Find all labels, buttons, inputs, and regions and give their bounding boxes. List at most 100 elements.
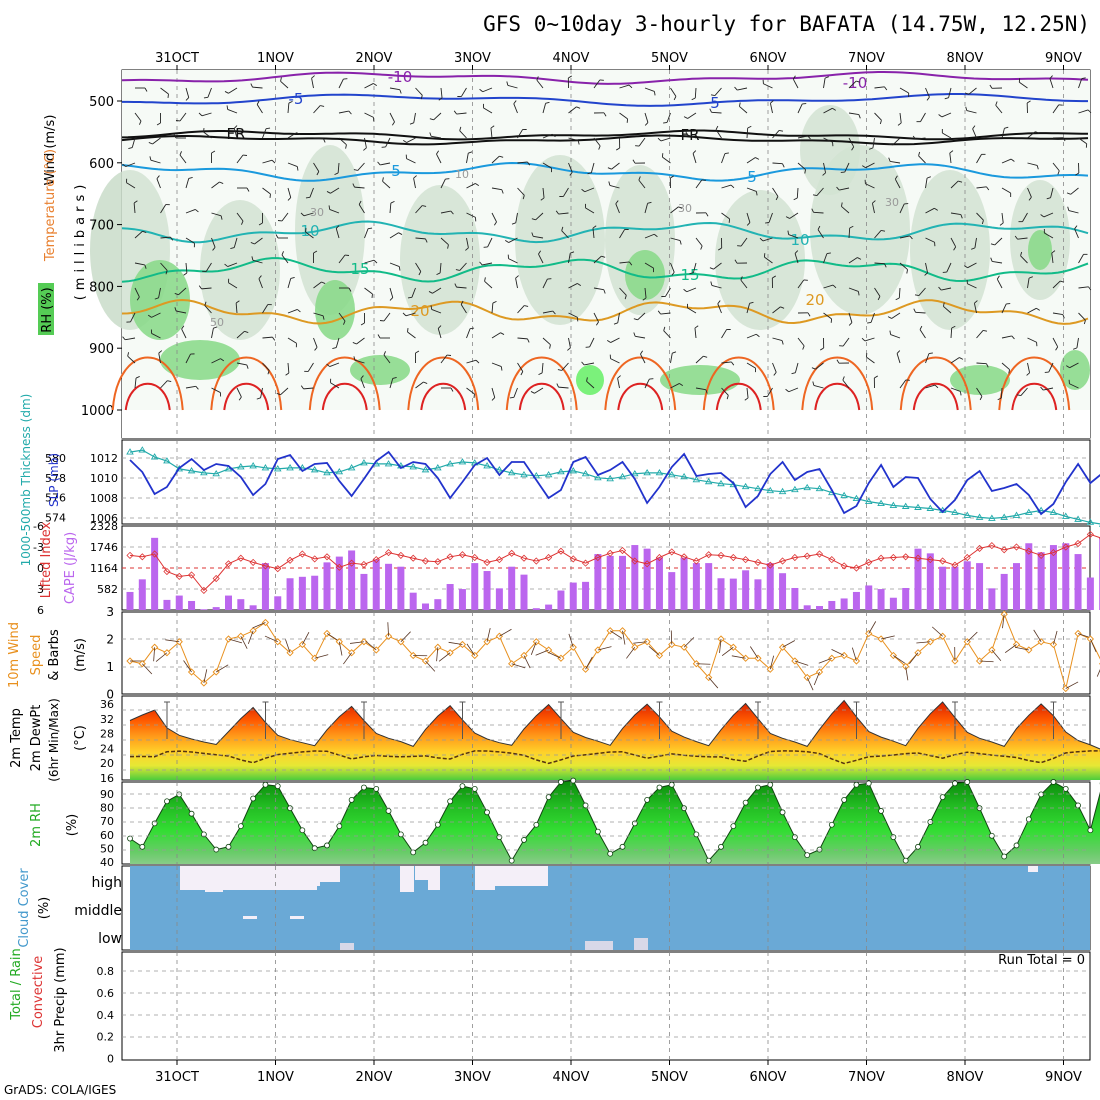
wind-barb: [721, 329, 728, 339]
lifted-index-point: [803, 552, 811, 560]
wind-barb: [484, 280, 493, 289]
wind-barb-flag: [817, 225, 821, 230]
upper-ylabel-mb: (millibars): [73, 180, 88, 301]
wind-barb-flag: [857, 291, 860, 296]
wind-barb-flag: [246, 187, 250, 192]
wind-barb-flag: [608, 181, 611, 186]
wind-barb-flag: [642, 297, 647, 301]
wind-barb-flag: [982, 330, 988, 332]
wind-barb: [644, 203, 649, 214]
wind-barb-flag: [136, 296, 140, 301]
surface-wind-barb: [548, 651, 562, 659]
wind-barb: [262, 159, 273, 164]
below-surface: [122, 410, 1090, 438]
rh-contour-label: 10: [455, 168, 469, 181]
wind-barb: [711, 111, 722, 114]
chart-title: GFS 0~10day 3-hourly for BAFATA (14.75W,…: [483, 12, 1090, 36]
wind-barb-flag: [173, 134, 177, 139]
wind-barb: [211, 358, 221, 364]
wind-barb: [764, 256, 773, 264]
rh-point: [299, 827, 306, 834]
cape-bar: [939, 566, 947, 610]
wind-barb: [364, 137, 367, 148]
wind-barb-flag: [781, 340, 784, 345]
wind-barb: [919, 329, 926, 339]
wind-barb-flag: [174, 307, 177, 312]
rh-point: [373, 785, 380, 792]
wind-barb: [593, 255, 602, 264]
wind-barb: [920, 112, 926, 122]
lifted-index-point: [865, 558, 873, 566]
surface-wind-barb: [683, 637, 695, 648]
wind-barb-flag: [280, 77, 282, 82]
wind-barb: [211, 328, 214, 339]
cape-bar: [126, 591, 134, 610]
wind-barb-flag: [717, 300, 721, 305]
wind-barb: [227, 262, 238, 268]
wind-barb: [281, 212, 289, 222]
wind-barb-flag: [1066, 192, 1071, 195]
wind-barb: [1022, 212, 1028, 222]
wind-barb: [385, 137, 391, 148]
thickness-point: [286, 464, 294, 471]
date-label-top: 1NOV: [257, 51, 294, 66]
wind-barb: [1051, 253, 1054, 264]
wind-barb: [439, 262, 442, 274]
wind-barb-flag: [460, 300, 464, 305]
lifted-index-point: [237, 554, 245, 562]
wind-barb-flag: [230, 247, 235, 250]
thickness-point: [138, 446, 147, 453]
wind-barb-flag: [709, 267, 714, 270]
wind-barb: [389, 87, 400, 91]
wind-barb: [848, 257, 858, 264]
rh-point: [742, 799, 749, 806]
wind-barb: [466, 328, 471, 339]
wind-barb: [823, 107, 833, 114]
wind-barb: [338, 137, 347, 146]
wind-barb: [432, 287, 442, 294]
wind-barb-flag: [989, 84, 993, 89]
wind-barb: [262, 128, 267, 139]
low-cloud-block: [340, 943, 354, 950]
wind-barb: [1068, 210, 1079, 214]
rh-point: [385, 808, 392, 814]
wind-barb-flag: [455, 269, 460, 271]
thickness-point: [643, 468, 651, 476]
surface-wind-barb: [851, 647, 857, 662]
wind-barb: [925, 237, 935, 243]
wind-barb: [562, 187, 569, 197]
wind-barb: [1049, 78, 1054, 89]
wind-barb: [695, 355, 704, 364]
wind-barb-flag: [211, 150, 216, 154]
wind-barb: [662, 156, 671, 164]
date-label-bottom: 5NOV: [651, 1070, 688, 1085]
wind-barb-flag: [811, 208, 814, 213]
wind-barb-flag: [429, 132, 432, 137]
wind-barb-flag: [884, 86, 888, 91]
lifted-index-point: [311, 555, 319, 563]
wind-barb-flag: [133, 200, 138, 204]
lifted-index-point: [668, 548, 676, 556]
surface-wind-barb: [626, 647, 636, 659]
rh-point: [237, 823, 244, 830]
lifted-index-point: [175, 572, 183, 580]
wind-barb: [976, 186, 987, 189]
wind-barb-flag: [174, 293, 179, 296]
wind-barb-flag: [848, 322, 853, 326]
wind-barb-flag: [576, 106, 581, 109]
wind-barb: [126, 182, 136, 189]
wind-barb-flag: [363, 147, 367, 151]
wind-barb: [976, 362, 987, 365]
wind-barb-flag: [235, 300, 240, 304]
wind-barb: [415, 237, 426, 240]
thickness-point: [581, 469, 590, 477]
isotherm-line: [121, 129, 1089, 141]
wind-barb: [638, 179, 646, 189]
wind-barb-flag: [755, 333, 760, 338]
wind-barb-flag: [691, 97, 696, 101]
wind-barb: [1027, 278, 1030, 289]
wind-barb-flag: [549, 344, 551, 349]
rh-shade: [315, 280, 355, 340]
wind-barb: [823, 312, 832, 320]
wind-barb: [134, 230, 143, 239]
